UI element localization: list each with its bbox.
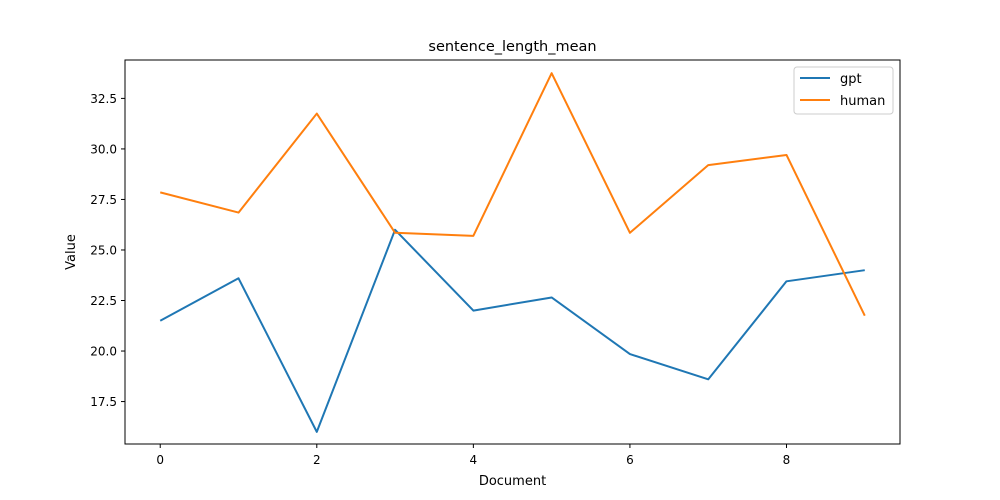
y-tick-label: 32.5 bbox=[90, 92, 117, 106]
y-tick-label: 20.0 bbox=[90, 345, 117, 359]
x-tick-label: 4 bbox=[470, 453, 478, 467]
chart-title: sentence_length_mean bbox=[428, 39, 596, 55]
x-axis-label: Document bbox=[479, 474, 546, 489]
series-line-human bbox=[159, 72, 866, 317]
y-axis: 17.5 20.0 22.5 25.0 27.5 30.0 32.5 bbox=[90, 92, 125, 409]
y-tick-label: 25.0 bbox=[90, 243, 117, 257]
series-line-gpt bbox=[159, 228, 865, 433]
legend: gpt human bbox=[793, 66, 894, 115]
y-axis-label: Value bbox=[64, 234, 79, 270]
y-tick-label: 17.5 bbox=[90, 395, 117, 409]
y-tick-label: 22.5 bbox=[90, 294, 117, 308]
series-layer bbox=[159, 72, 866, 433]
legend-label-gpt: gpt bbox=[840, 72, 862, 87]
x-tick-label: 8 bbox=[783, 453, 791, 467]
x-tick-label: 2 bbox=[313, 453, 321, 467]
legend-label-human: human bbox=[840, 94, 885, 109]
x-tick-label: 6 bbox=[626, 453, 634, 467]
y-tick-label: 27.5 bbox=[90, 193, 117, 207]
x-axis: 0 2 4 6 8 bbox=[156, 444, 790, 467]
y-tick-label: 30.0 bbox=[90, 142, 117, 156]
x-tick-label: 0 bbox=[156, 453, 164, 467]
plot-area-frame bbox=[124, 59, 901, 445]
